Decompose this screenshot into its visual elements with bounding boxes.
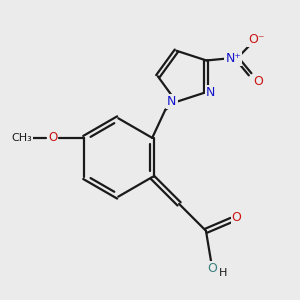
Text: N: N xyxy=(167,95,177,108)
Text: N: N xyxy=(206,85,216,99)
Text: O: O xyxy=(207,262,217,275)
Text: O: O xyxy=(232,211,242,224)
Text: N⁺: N⁺ xyxy=(225,52,241,65)
Text: O: O xyxy=(48,131,57,144)
Text: H: H xyxy=(219,268,228,278)
Text: O: O xyxy=(254,75,263,88)
Text: O⁻: O⁻ xyxy=(248,34,265,46)
Text: CH₃: CH₃ xyxy=(12,133,32,143)
